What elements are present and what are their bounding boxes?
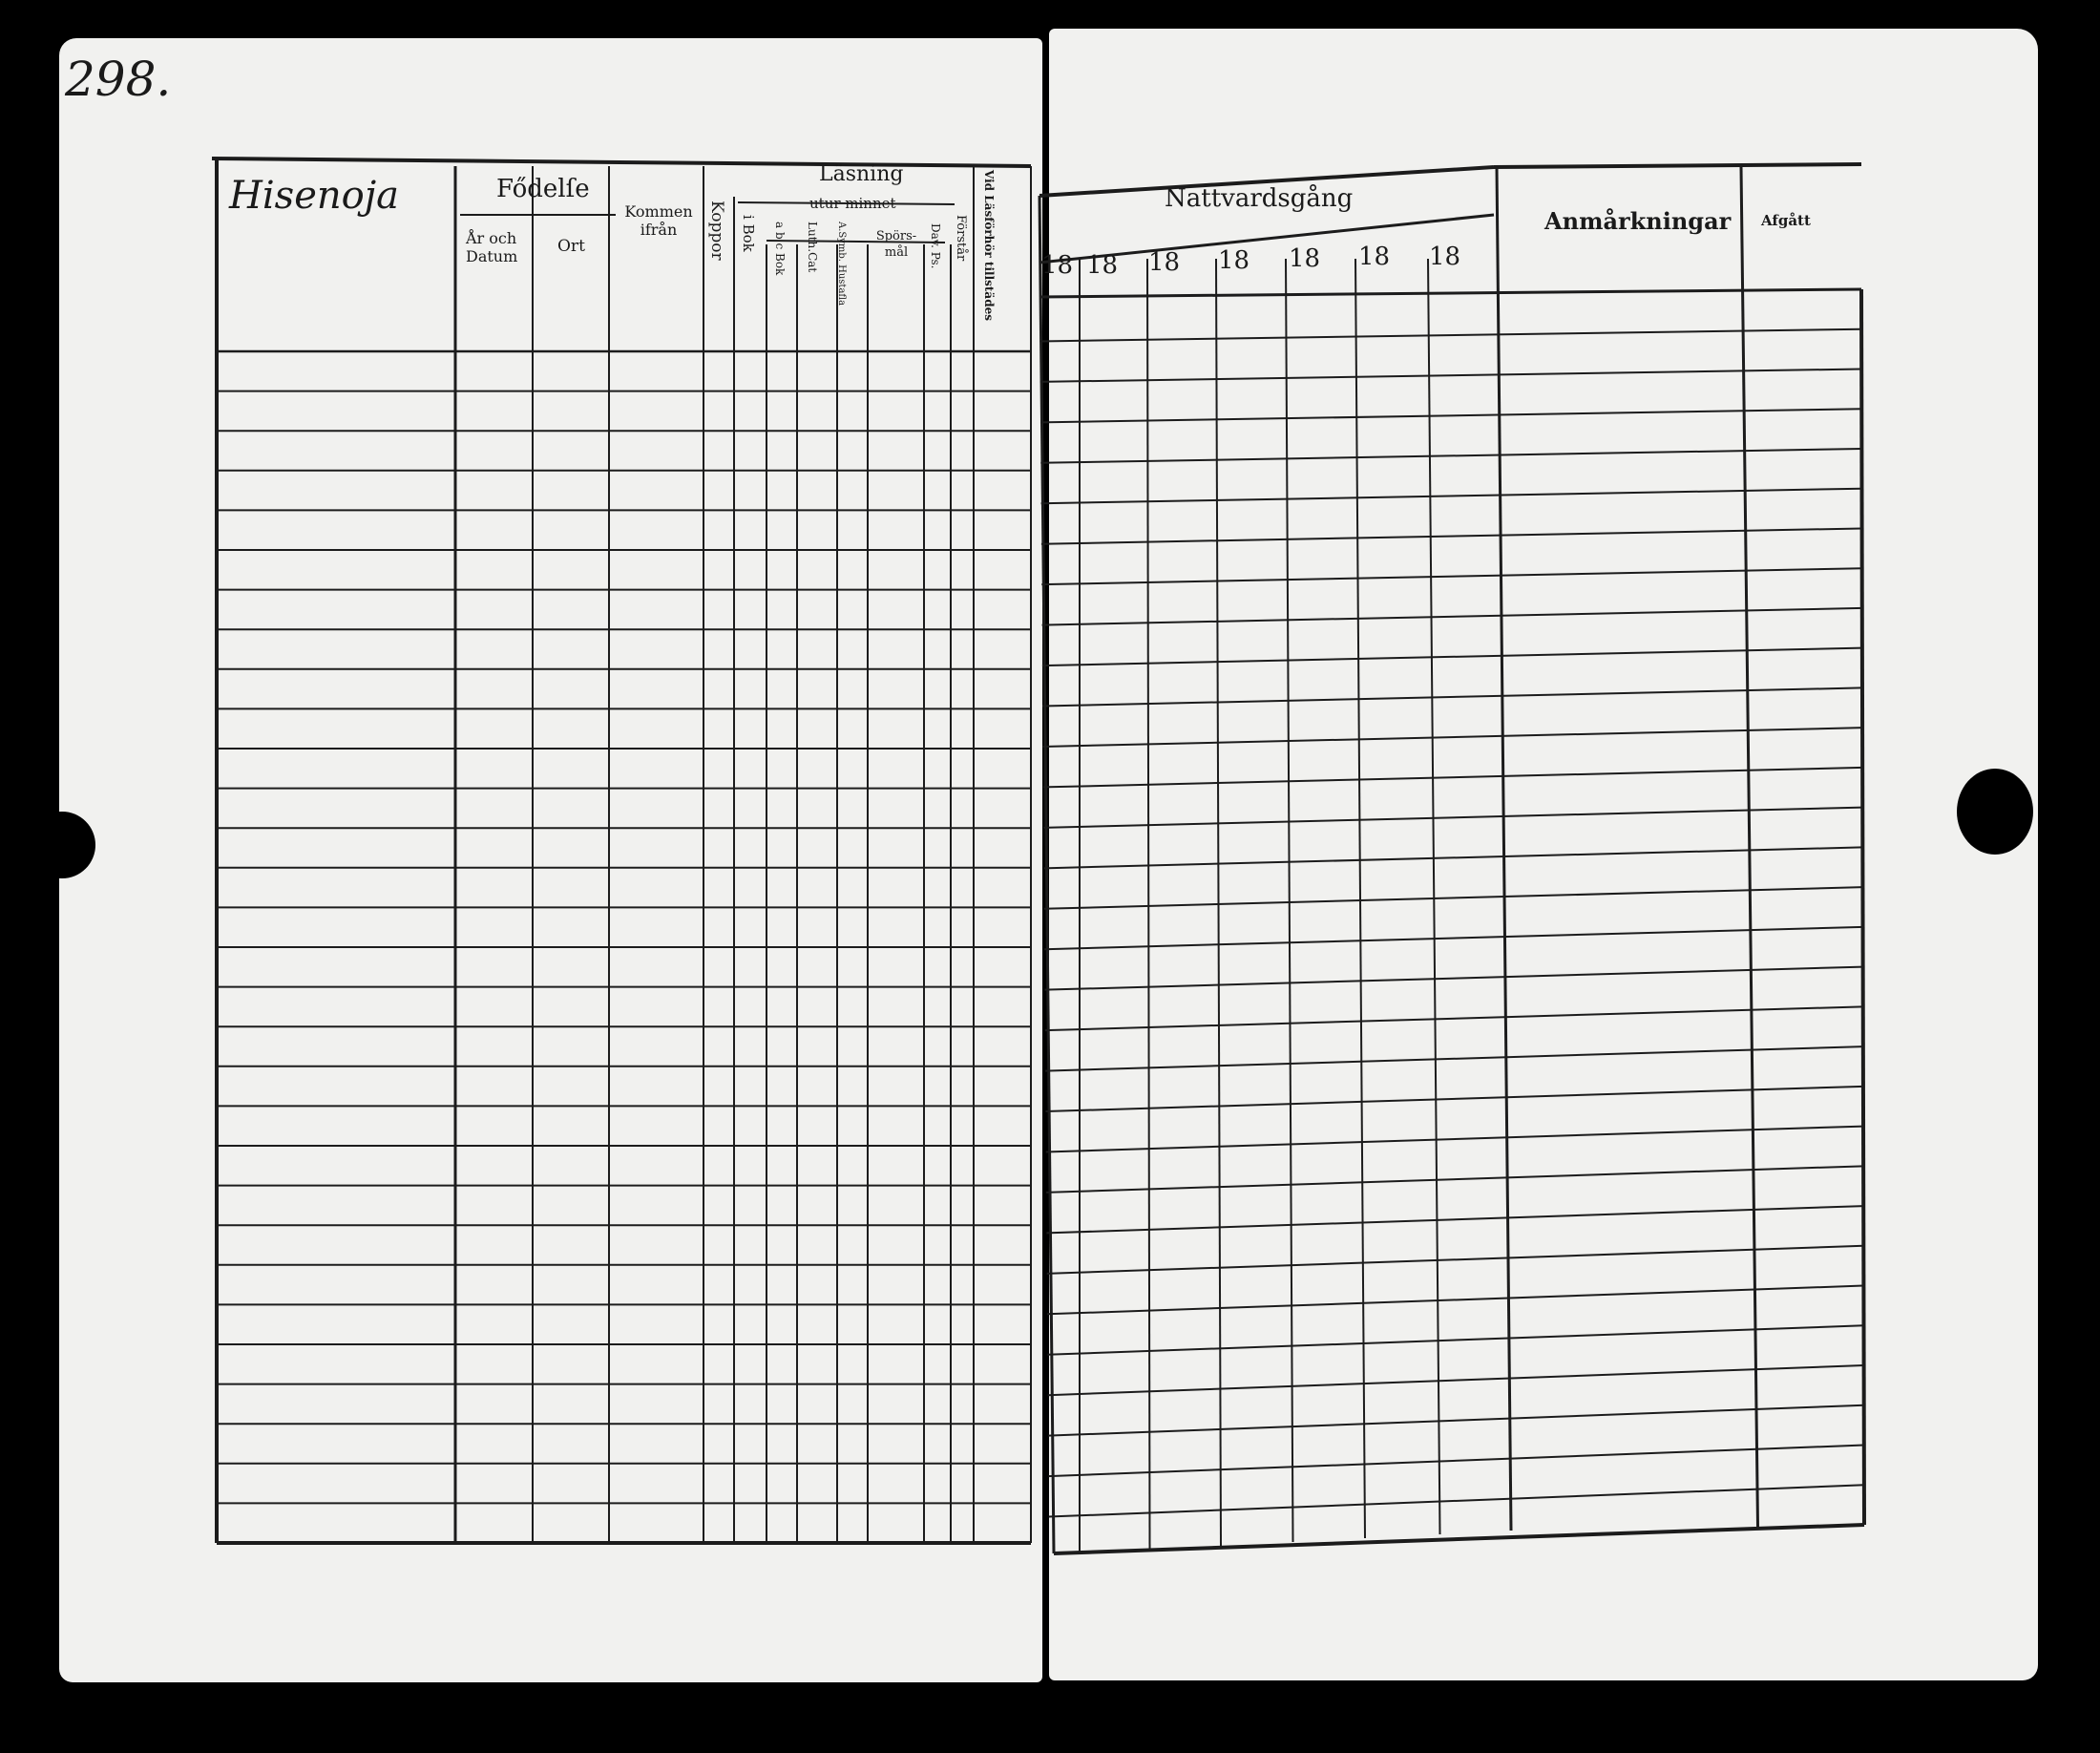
row-rule <box>1042 686 1862 708</box>
header-luth-cat: Luth.Cat <box>806 222 819 273</box>
header-koppor: Koppor <box>707 201 726 261</box>
header-dav-ps: Dav. Ps. <box>929 223 942 269</box>
row-rule <box>1041 606 1862 626</box>
row-rule <box>1040 327 1862 343</box>
row-rule <box>1043 846 1863 870</box>
row-rule <box>1040 487 1862 505</box>
header-i-bok: i Bok <box>740 215 757 252</box>
header-fodelse: Fődelſe <box>496 175 590 203</box>
row-rule <box>1040 368 1862 383</box>
row-rule <box>1048 1444 1864 1478</box>
table-top-rule <box>1039 165 1495 198</box>
binding-notch-right <box>1957 769 2033 855</box>
row-rule <box>1047 1284 1864 1316</box>
year-col-2: 18 <box>1086 251 1119 280</box>
row-rule <box>1044 1005 1863 1032</box>
column-rule <box>1495 166 1513 1531</box>
header-forstar: Förstår <box>954 215 968 262</box>
row-rule <box>1043 806 1863 829</box>
year-col-4: 18 <box>1218 246 1250 275</box>
column-rule <box>1427 258 1441 1535</box>
row-rule <box>1047 1404 1864 1437</box>
row-rule <box>1041 646 1862 667</box>
table-right-border <box>1859 288 1866 1526</box>
year-col-1: 18 <box>1041 251 1074 280</box>
column-rule <box>1739 166 1759 1528</box>
row-rule <box>1044 925 1863 951</box>
row-rule <box>1045 1045 1863 1072</box>
row-rule <box>1043 886 1863 910</box>
utur-minnet-underline <box>766 240 946 243</box>
header-lasning: Läsning <box>819 162 904 186</box>
header-a-symb-hustafla: A.Symb. Hustafla <box>836 222 847 306</box>
column-rule <box>1146 258 1151 1551</box>
year-col-3: 18 <box>1148 248 1181 277</box>
header-ar-och-datum: År och Datum <box>466 229 518 266</box>
year-col-5: 18 <box>1289 244 1321 273</box>
binding-notch-left <box>29 812 95 878</box>
nattvardsgang-underline <box>1039 213 1495 264</box>
column-rule <box>1215 258 1222 1547</box>
lasning-underline <box>737 201 956 205</box>
row-rule <box>1045 1085 1863 1113</box>
page-number: 298. <box>65 52 172 107</box>
row-rule <box>1048 1484 1864 1518</box>
header-anmarkningar: Anmårkningar <box>1544 207 1732 235</box>
year-col-7: 18 <box>1429 243 1461 271</box>
table-left-border <box>1038 195 1056 1554</box>
header-ort: Ort <box>557 237 585 256</box>
header-nattvardsgang: Nattvardsgång <box>1165 184 1354 213</box>
header-afgatt: Afgått <box>1761 212 1811 229</box>
row-rule <box>1040 408 1862 424</box>
row-rule <box>1040 527 1862 545</box>
column-rule <box>1354 258 1366 1539</box>
row-rule <box>1042 766 1863 789</box>
row-rule <box>1045 1125 1864 1153</box>
header-utur-minnet: utur minnet <box>809 195 896 212</box>
row-rule <box>1040 447 1862 464</box>
table-top-rule <box>211 157 1032 168</box>
row-rule <box>1046 1244 1864 1275</box>
header-kommen-ifran: Kommen ifrån <box>624 202 693 240</box>
row-rule <box>1042 727 1863 748</box>
row-rule <box>1041 567 1862 586</box>
table-bottom-rule <box>1053 1523 1865 1555</box>
row-rule <box>1047 1364 1864 1397</box>
column-rule <box>1285 258 1294 1543</box>
row-rule <box>1047 1324 1864 1356</box>
header-vid-lasforhor: Vid Läsförhör tillstädes <box>982 170 996 321</box>
village-name: Hisenoja <box>229 174 399 218</box>
left-page <box>59 38 1042 1682</box>
year-col-6: 18 <box>1358 243 1391 271</box>
table-top-rule <box>1493 162 1862 169</box>
header-sporsmal: Spörs-mål <box>875 229 917 260</box>
header-bottom-rule <box>1039 287 1862 299</box>
header-abc-bok: a b c Bok <box>773 222 787 276</box>
row-rule <box>1046 1205 1864 1235</box>
row-rule <box>1046 1165 1864 1193</box>
row-rule <box>1044 965 1863 991</box>
